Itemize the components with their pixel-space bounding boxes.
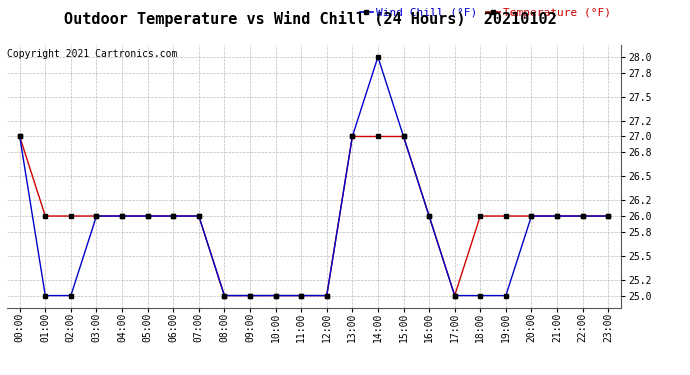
Legend: Wind Chill (°F), Temperature (°F): Wind Chill (°F), Temperature (°F): [355, 3, 615, 22]
Text: Outdoor Temperature vs Wind Chill (24 Hours)  20210102: Outdoor Temperature vs Wind Chill (24 Ho…: [64, 11, 557, 27]
Text: Copyright 2021 Cartronics.com: Copyright 2021 Cartronics.com: [7, 49, 177, 59]
